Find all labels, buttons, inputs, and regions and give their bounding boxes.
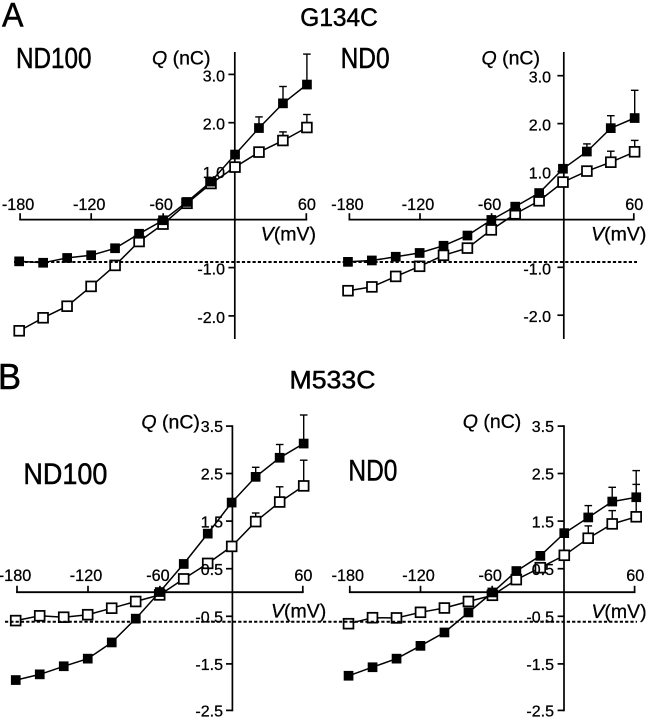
svg-text:-1.0: -1.0 <box>523 261 551 278</box>
svg-text:-120: -120 <box>73 196 105 214</box>
svg-text:1.0: 1.0 <box>529 166 551 183</box>
svg-text:-120: -120 <box>402 196 434 214</box>
svg-text:1.5: 1.5 <box>201 514 223 531</box>
svg-text:2.5: 2.5 <box>201 467 223 484</box>
svg-text:2.5: 2.5 <box>532 467 554 484</box>
svg-text:V(mV): V(mV) <box>591 224 646 246</box>
svg-text:Q (nC): Q (nC) <box>482 47 541 69</box>
svg-text:-1.0: -1.0 <box>197 262 225 279</box>
svg-text:3.5: 3.5 <box>201 419 223 436</box>
svg-text:M533C: M533C <box>290 367 376 395</box>
svg-text:-180: -180 <box>2 196 34 214</box>
svg-text:ND0: ND0 <box>341 43 390 75</box>
svg-text:-1.5: -1.5 <box>195 657 223 674</box>
svg-text:ND0: ND0 <box>348 455 397 488</box>
svg-text:60: 60 <box>626 567 644 585</box>
svg-text:-2.0: -2.0 <box>523 309 551 326</box>
svg-text:60: 60 <box>294 567 312 585</box>
svg-text:A: A <box>2 0 24 34</box>
svg-text:-2.5: -2.5 <box>195 704 223 719</box>
svg-text:-120: -120 <box>70 567 102 585</box>
svg-text:-180: -180 <box>331 196 363 214</box>
svg-text:-180: -180 <box>0 567 31 585</box>
svg-text:3.5: 3.5 <box>532 419 554 436</box>
svg-text:3.0: 3.0 <box>529 70 551 87</box>
svg-text:ND100: ND100 <box>16 43 92 75</box>
svg-text:V(mV): V(mV) <box>271 601 326 623</box>
svg-text:3.0: 3.0 <box>203 68 225 85</box>
svg-text:2.0: 2.0 <box>529 118 551 135</box>
svg-text:B: B <box>0 356 21 397</box>
svg-text:Q (nC): Q (nC) <box>152 47 211 69</box>
svg-text:-60: -60 <box>478 196 501 214</box>
svg-text:-0.5: -0.5 <box>195 610 223 627</box>
svg-text:-180: -180 <box>332 567 364 585</box>
svg-text:Q (nC): Q (nC) <box>463 411 522 433</box>
svg-text:2.0: 2.0 <box>203 117 225 134</box>
svg-text:-120: -120 <box>402 567 434 585</box>
svg-text:-0.5: -0.5 <box>526 610 554 627</box>
svg-text:-60: -60 <box>149 196 172 214</box>
svg-text:-2.5: -2.5 <box>526 704 554 719</box>
svg-text:G134C: G134C <box>300 4 378 32</box>
svg-text:-60: -60 <box>478 567 501 585</box>
svg-text:-2.0: -2.0 <box>197 310 225 327</box>
svg-text:-1.5: -1.5 <box>526 657 554 674</box>
svg-text:Q (nC): Q (nC) <box>141 412 200 434</box>
svg-text:V(mV): V(mV) <box>591 601 646 623</box>
svg-text:ND100: ND100 <box>23 458 107 491</box>
svg-text:1.5: 1.5 <box>532 514 554 531</box>
svg-text:V(mV): V(mV) <box>261 224 316 246</box>
svg-text:60: 60 <box>625 196 643 214</box>
svg-text:60: 60 <box>298 196 316 214</box>
svg-text:1.0: 1.0 <box>203 165 225 182</box>
svg-text:0.5: 0.5 <box>201 562 223 579</box>
svg-text:0.5: 0.5 <box>532 562 554 579</box>
svg-text:-60: -60 <box>146 567 169 585</box>
